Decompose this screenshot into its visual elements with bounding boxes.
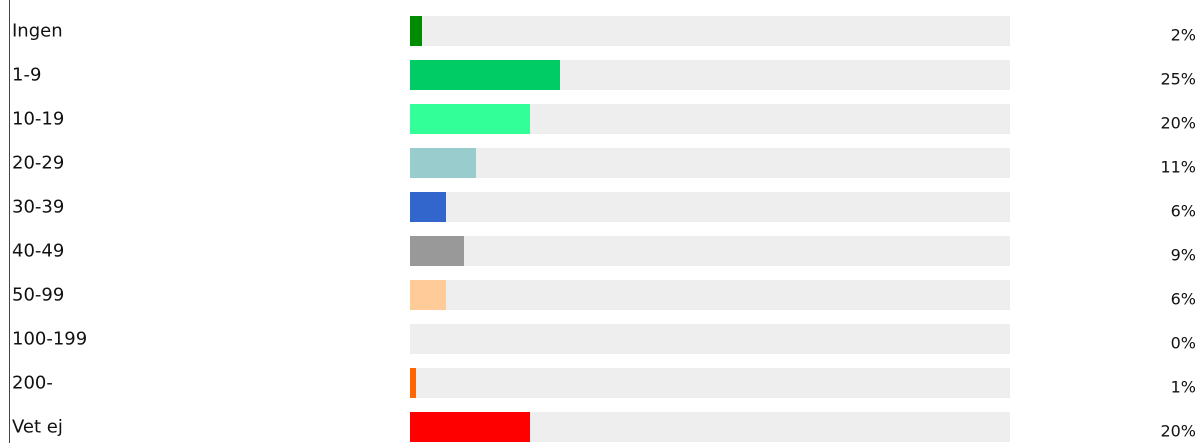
value-label: 20% xyxy=(1160,422,1196,441)
bar xyxy=(410,104,530,134)
category-label: 30-39 xyxy=(12,197,64,218)
bar-track xyxy=(410,368,1010,398)
category-label: Ingen xyxy=(12,21,63,42)
bar-track xyxy=(410,236,1010,266)
value-label: 6% xyxy=(1171,290,1196,309)
value-label: 20% xyxy=(1160,114,1196,133)
bar xyxy=(410,148,476,178)
value-label: 6% xyxy=(1171,202,1196,221)
bar-track xyxy=(410,324,1010,354)
value-label: 2% xyxy=(1171,26,1196,45)
value-label: 11% xyxy=(1160,158,1196,177)
value-label: 0% xyxy=(1171,334,1196,353)
bar-track xyxy=(410,16,1010,46)
category-label: 20-29 xyxy=(12,153,64,174)
bar xyxy=(410,236,464,266)
bar-track xyxy=(410,148,1010,178)
bar xyxy=(410,16,422,46)
bar-track xyxy=(410,192,1010,222)
bar-track xyxy=(410,280,1010,310)
bar xyxy=(410,192,446,222)
bar xyxy=(410,412,530,442)
category-label: 1-9 xyxy=(12,65,41,86)
category-label: 50-99 xyxy=(12,285,64,306)
category-label: 200- xyxy=(12,373,53,394)
value-label: 1% xyxy=(1171,378,1196,397)
value-label: 9% xyxy=(1171,246,1196,265)
value-label: 25% xyxy=(1160,70,1196,89)
bar xyxy=(410,60,560,90)
category-label: 10-19 xyxy=(12,109,64,130)
bar xyxy=(410,368,416,398)
category-label: Vet ej xyxy=(12,417,63,438)
bar-rows: Ingen 2% 1-9 25% 10-19 20% 20-29 11% 30-39 6% 40-4… xyxy=(12,16,1196,442)
bar xyxy=(410,280,446,310)
category-label: 40-49 xyxy=(12,241,64,262)
category-label: 100-199 xyxy=(12,329,87,350)
